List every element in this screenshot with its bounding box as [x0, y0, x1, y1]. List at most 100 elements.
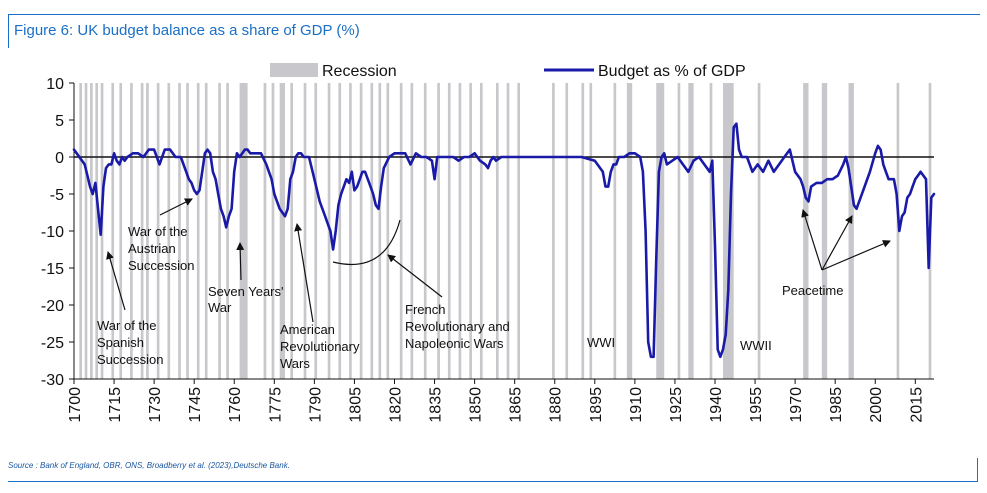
recession-band-11	[167, 83, 171, 379]
annotation-wwi: WWI	[587, 335, 615, 350]
annotation-american-wars-3: Wars	[280, 356, 310, 371]
annotation-french-wars-3: Napoleonic Wars	[405, 336, 504, 351]
recession-band-37	[458, 83, 462, 379]
recession-band-2	[90, 83, 93, 379]
recession-band-32	[399, 83, 403, 379]
y-tick-label: 10	[46, 76, 64, 93]
recession-band-26	[338, 83, 342, 379]
recession-band-45	[581, 83, 585, 379]
x-tick-label: 1745	[187, 387, 204, 423]
recession-band-30	[378, 83, 382, 379]
annotation-american-wars-1: American	[280, 322, 335, 337]
recession-band-17	[226, 83, 229, 379]
recession-band-12	[178, 83, 181, 379]
x-tick-label: 1790	[307, 387, 324, 423]
y-tick-label: -25	[41, 335, 64, 352]
y-tick-label: 0	[55, 150, 64, 167]
recession-band-29	[370, 83, 374, 379]
x-tick-label: 2015	[908, 387, 925, 423]
recession-band-44	[565, 83, 569, 379]
x-tick-label: 1925	[668, 387, 685, 423]
recession-band-55	[803, 83, 809, 379]
x-tick-label: 1970	[788, 387, 805, 423]
y-tick-label: -15	[41, 261, 64, 278]
x-tick-label: 1730	[147, 387, 164, 423]
recession-band-20	[271, 83, 275, 379]
frame-bottom-border	[8, 481, 978, 482]
arrow-french	[387, 254, 443, 298]
series-line-budget	[72, 122, 936, 359]
annotation-seven-years-war-1: Seven Years'	[208, 284, 284, 299]
x-tick-label: 1805	[347, 387, 364, 423]
recession-band-56	[821, 83, 828, 379]
annotation-american-wars-2: Revolutionary	[280, 339, 360, 354]
recession-band-15	[204, 83, 208, 379]
recession-band-22	[290, 83, 294, 379]
arrow-spanish	[106, 251, 126, 311]
x-tick-label: 1775	[267, 387, 284, 423]
annotations: War of the Spanish Succession War of the…	[97, 198, 891, 371]
annotation-french-wars-1: French	[405, 302, 445, 317]
x-tick-label: 1880	[548, 387, 565, 423]
arrow-peacetime-1	[801, 209, 823, 271]
x-tick-label: 1895	[588, 387, 605, 423]
recession-band-13	[186, 83, 189, 379]
recession-bands	[79, 83, 932, 379]
y-tick-label: -5	[50, 187, 64, 204]
legend-recession-swatch	[270, 63, 318, 77]
x-tick-label: 1835	[428, 387, 445, 423]
recession-band-51	[688, 83, 694, 379]
x-tick-label: 1820	[387, 387, 404, 423]
recession-band-57	[848, 83, 854, 379]
recession-band-53	[723, 83, 734, 379]
budget-series	[72, 122, 936, 359]
annotation-wwii: WWII	[740, 338, 772, 353]
recession-band-36	[447, 83, 451, 379]
recession-band-49	[656, 83, 665, 379]
recession-band-27	[349, 83, 352, 379]
recession-band-34	[423, 83, 427, 379]
recession-band-54	[757, 83, 761, 379]
y-tick-label: 5	[55, 113, 64, 130]
x-tick-label: 1865	[508, 387, 525, 423]
arrow-french-bracket	[332, 219, 401, 266]
x-tick-label: 1760	[227, 387, 244, 423]
recession-band-14	[196, 83, 200, 379]
recession-band-52	[709, 83, 713, 379]
annotation-spanish-succession-1: War of the	[97, 318, 156, 333]
recession-band-28	[359, 83, 363, 379]
recession-band-47	[613, 83, 617, 379]
x-tick-label: 2000	[868, 387, 885, 423]
arrow-peacetime-2	[821, 215, 853, 271]
arrow-peacetime-3	[821, 240, 891, 271]
recession-band-16	[218, 83, 221, 379]
frame-right-border	[977, 458, 978, 482]
recession-band-38	[469, 83, 472, 379]
x-tick-label: 1940	[708, 387, 725, 423]
recession-band-50	[677, 83, 681, 379]
x-tick-label: 1715	[107, 387, 124, 423]
recession-band-24	[314, 83, 318, 379]
frame-top-border	[8, 14, 980, 15]
recession-band-41	[506, 83, 510, 379]
chart-title: Figure 6: UK budget balance as a share o…	[14, 22, 360, 39]
legend: Recession Budget as % of GDP	[270, 63, 746, 80]
recession-band-19	[263, 83, 267, 379]
x-tick-label: 1700	[67, 387, 84, 423]
recession-band-46	[589, 83, 593, 379]
recession-band-5	[111, 83, 115, 379]
y-tick-label: -20	[41, 298, 64, 315]
recession-band-35	[437, 83, 440, 379]
recession-band-31	[386, 83, 390, 379]
recession-band-42	[517, 83, 521, 379]
legend-budget-label: Budget as % of GDP	[598, 63, 746, 80]
y-tick-label: -10	[41, 224, 64, 241]
annotation-peacetime: Peacetime	[782, 283, 843, 298]
frame-left-border	[8, 14, 9, 48]
recession-band-23	[303, 83, 307, 379]
annotation-spanish-succession-3: Succession	[97, 352, 163, 367]
x-tick-label: 1910	[628, 387, 645, 423]
recession-band-18	[239, 83, 248, 379]
arrow-austrian	[159, 198, 193, 216]
